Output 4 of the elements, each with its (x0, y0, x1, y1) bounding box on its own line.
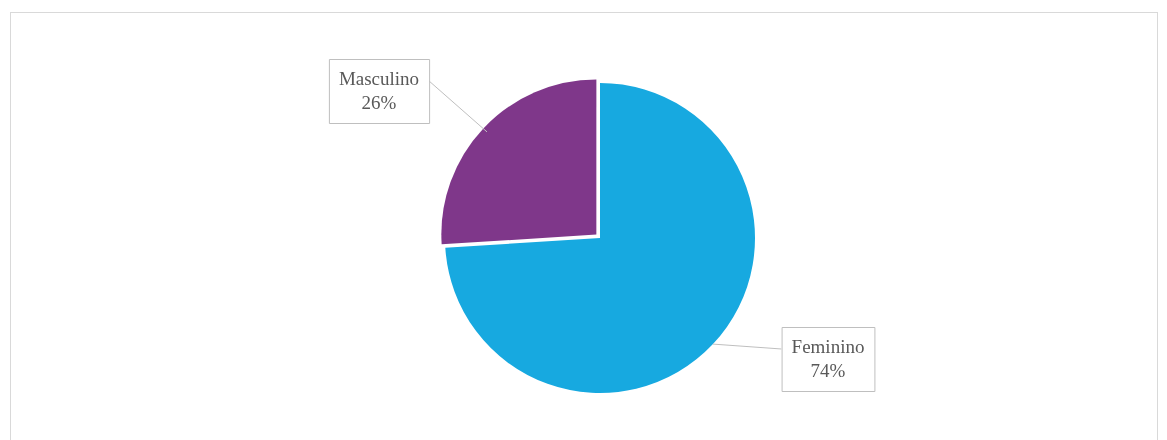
slice-label: Masculino (338, 67, 420, 89)
data-label: 74% (810, 359, 846, 381)
data-label: 26% (361, 91, 397, 113)
slice-label: Feminino (791, 335, 865, 357)
